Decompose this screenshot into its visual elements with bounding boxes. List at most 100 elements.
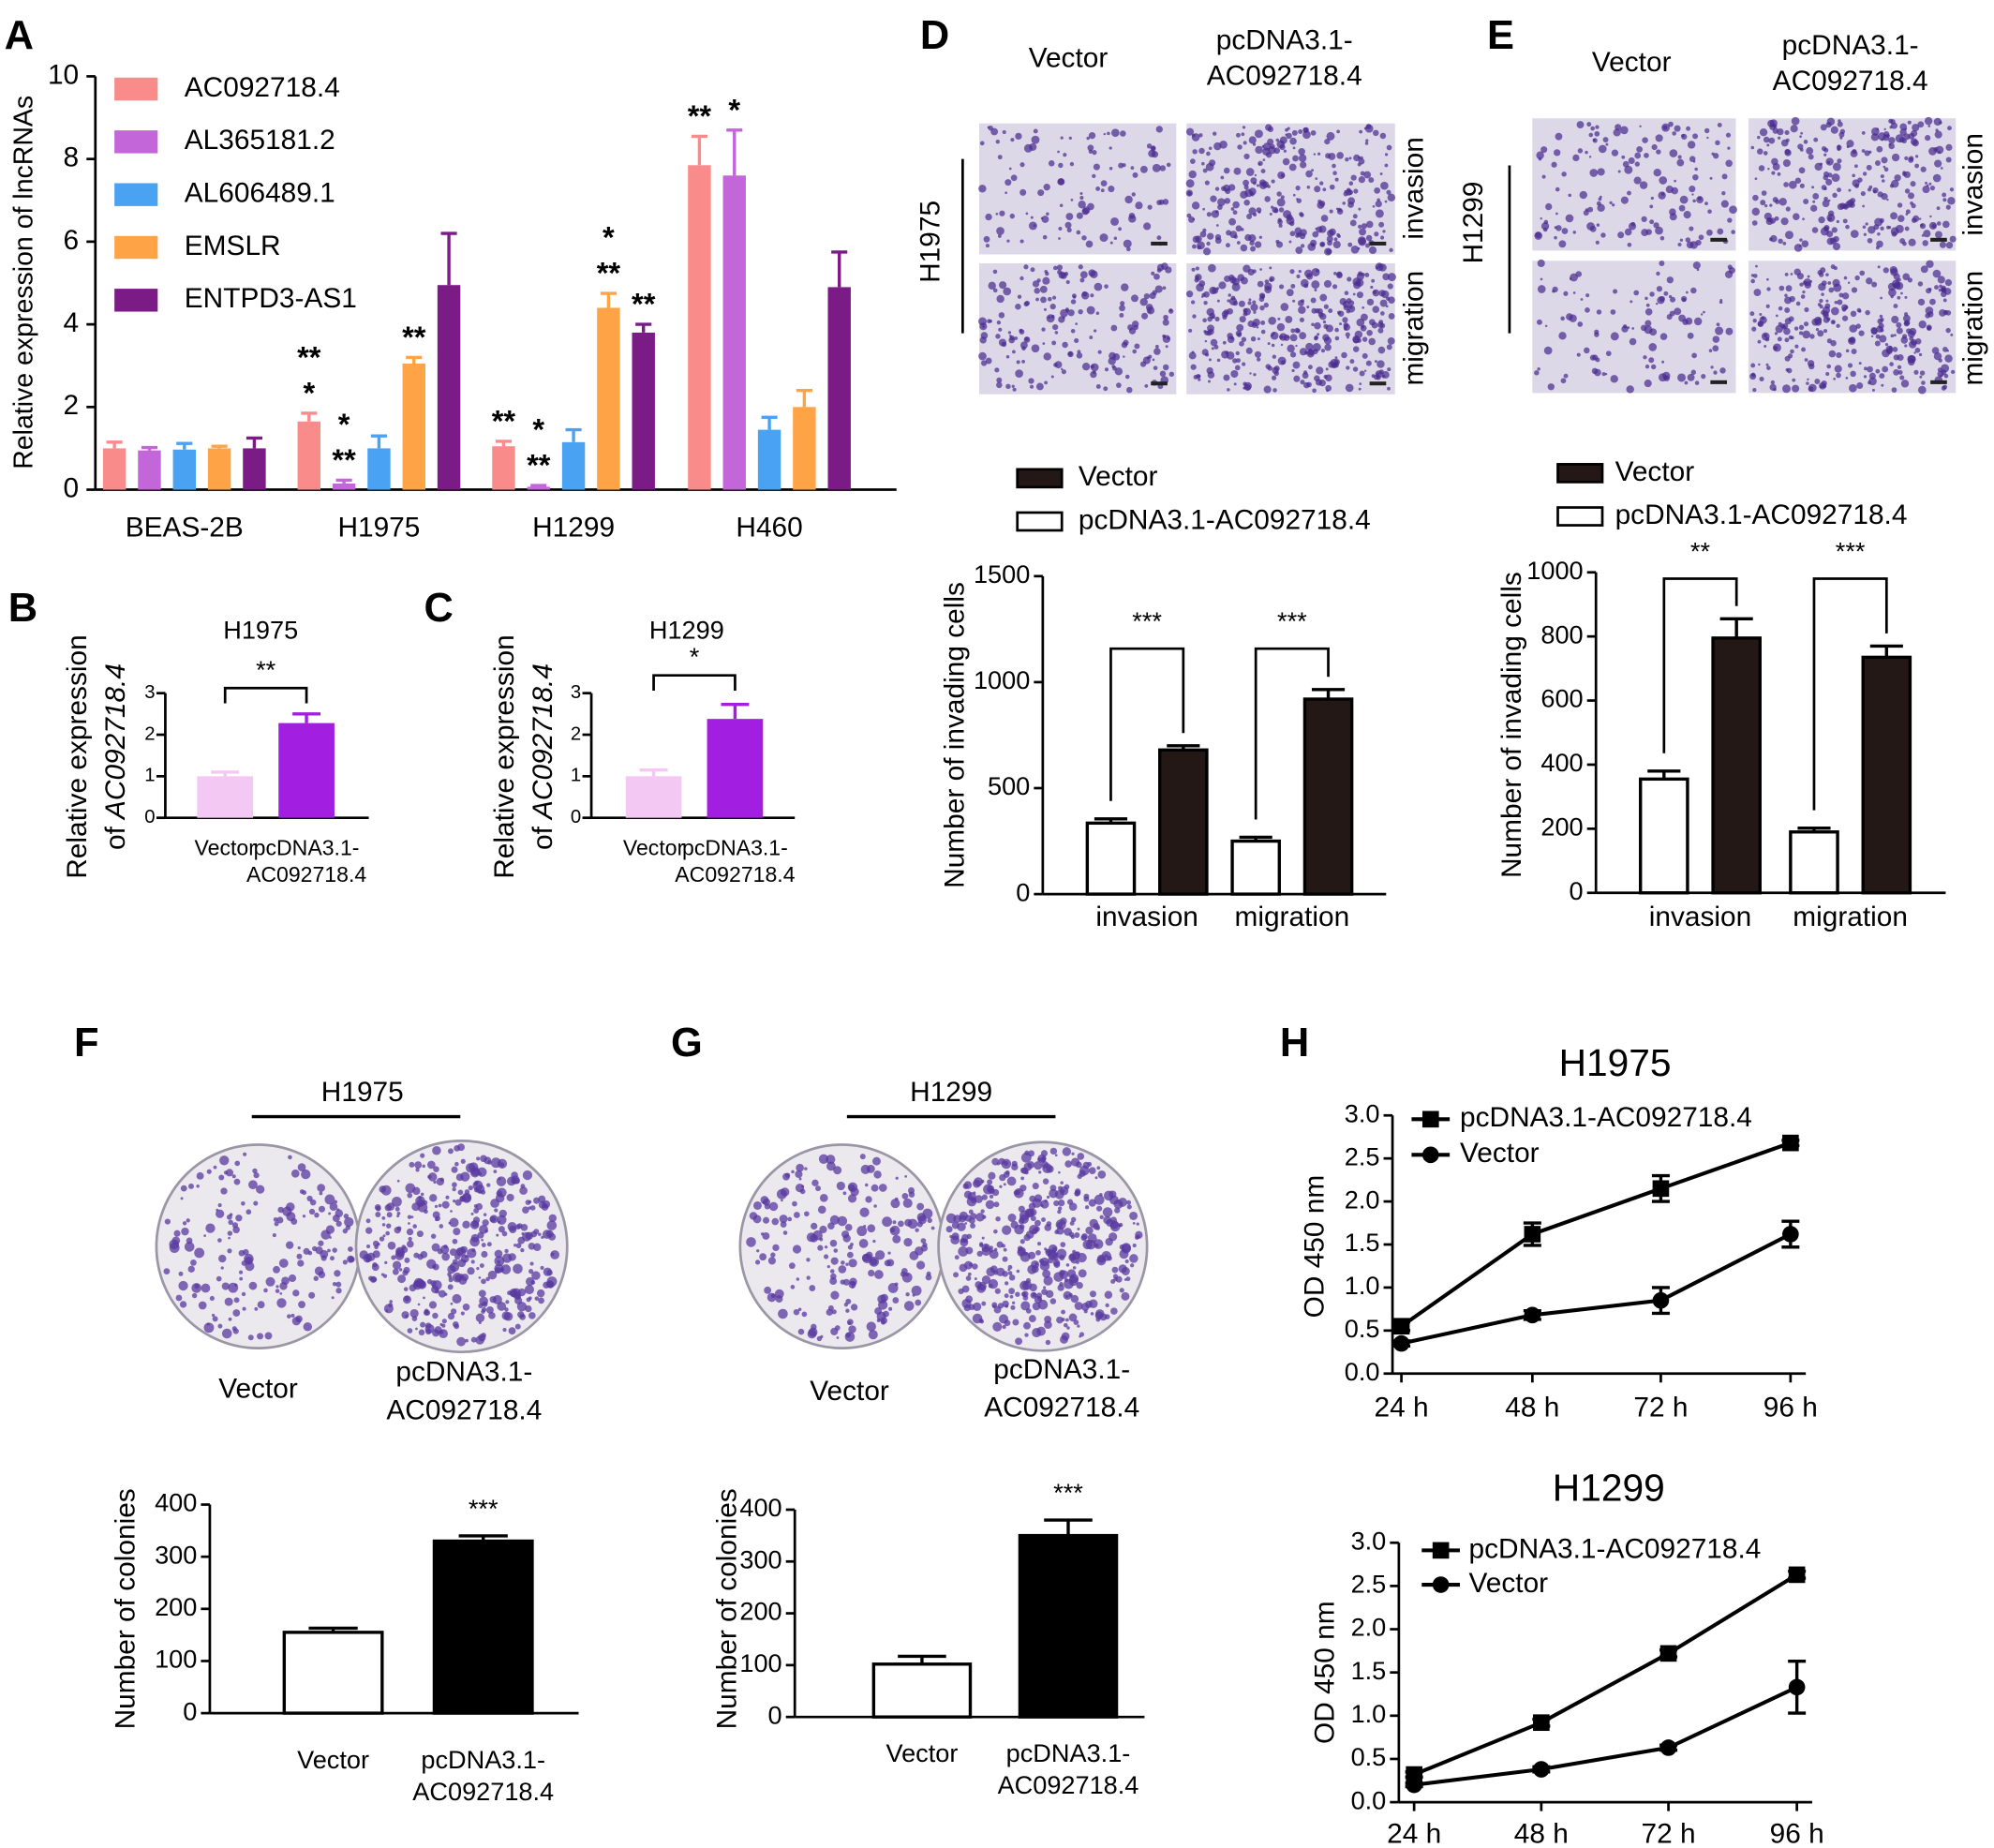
stained-cell: [1710, 365, 1714, 369]
stained-cell: [1758, 363, 1761, 366]
stained-cell: [1799, 282, 1804, 287]
colony: [381, 1223, 386, 1227]
stained-cell: [1696, 268, 1700, 272]
stained-cell: [1276, 322, 1286, 332]
stained-cell: [1881, 156, 1888, 164]
stained-cell: [1563, 373, 1569, 379]
stained-cell: [1671, 186, 1679, 195]
colony: [233, 1297, 240, 1304]
stained-cell: [1792, 384, 1800, 393]
colony: [408, 1222, 410, 1225]
colony: [282, 1206, 292, 1216]
stained-cell: [1316, 226, 1323, 233]
stained-cell: [1368, 177, 1375, 184]
stained-cell: [1019, 329, 1025, 335]
stained-cell: [1931, 223, 1937, 229]
stained-cell: [1545, 202, 1553, 211]
colony: [494, 1256, 505, 1267]
y-tick-label: 1: [571, 766, 581, 786]
column-label: pcDNA3.1-: [1782, 30, 1919, 61]
stained-cell: [1350, 245, 1360, 254]
stained-cell: [1257, 160, 1263, 167]
stained-cell: [1261, 144, 1265, 148]
stained-cell: [1927, 125, 1931, 127]
stained-cell: [1376, 360, 1385, 368]
stained-cell: [1334, 335, 1340, 341]
colony: [780, 1221, 787, 1228]
colony: [441, 1323, 446, 1328]
stained-cell: [1152, 358, 1155, 362]
stained-cell: [1365, 124, 1372, 129]
colony: [1119, 1244, 1125, 1250]
scale-bar: [1369, 381, 1387, 386]
y-axis-label: Number of invading cells: [1496, 572, 1527, 878]
colony: [290, 1169, 300, 1178]
stained-cell: [1368, 319, 1376, 326]
stained-cell: [1832, 242, 1841, 251]
stained-cell: [1855, 323, 1861, 329]
y-axis-label: OD 450 nm: [1300, 1175, 1331, 1319]
colony: [433, 1166, 439, 1172]
stained-cell: [1924, 116, 1933, 126]
stained-cell: [1107, 131, 1110, 136]
stained-cell: [1328, 308, 1333, 314]
colony: [1047, 1249, 1057, 1259]
stained-cell: [1379, 322, 1386, 329]
stained-cell: [1629, 300, 1633, 304]
stained-cell: [1064, 221, 1072, 229]
stained-cell: [1292, 155, 1299, 162]
colony: [481, 1309, 485, 1314]
micrograph: [979, 262, 1177, 395]
colony: [460, 1254, 469, 1263]
error-bar: [1869, 644, 1903, 658]
stained-cell: [1295, 344, 1298, 348]
colony: [860, 1164, 871, 1174]
colony: [277, 1206, 284, 1214]
colony: [1041, 1161, 1049, 1169]
colony: [365, 1218, 371, 1224]
stained-cell: [1775, 324, 1783, 334]
colony: [1007, 1268, 1010, 1272]
colony: [460, 1246, 465, 1250]
stained-cell: [1041, 216, 1049, 223]
stained-cell: [1649, 204, 1654, 209]
stained-cell: [1294, 327, 1301, 334]
y-tick-label: 400: [1540, 748, 1583, 777]
y-tick-label: 0.0: [1351, 1785, 1387, 1814]
significance-label: *: [603, 221, 615, 255]
row-label: migration: [1398, 271, 1429, 386]
bar: [172, 449, 196, 490]
stained-cell: [1066, 227, 1072, 232]
stained-cell: [1790, 273, 1793, 276]
stained-cell: [1818, 216, 1825, 224]
colony: [1088, 1299, 1098, 1308]
stained-cell: [1943, 373, 1949, 379]
legend-swatch: [114, 77, 158, 101]
stained-cell: [1602, 137, 1609, 143]
colony: [424, 1323, 435, 1334]
colony: [504, 1248, 509, 1254]
stained-cell: [1197, 374, 1201, 379]
stained-cell: [1555, 132, 1563, 141]
colony: [404, 1257, 410, 1263]
colony: [993, 1201, 1000, 1208]
stained-cell: [1692, 261, 1701, 270]
colony: [997, 1303, 1004, 1309]
colony: [1132, 1221, 1136, 1225]
stained-cell: [1827, 281, 1832, 285]
colony: [497, 1158, 508, 1169]
colony: [477, 1231, 484, 1239]
y-tick-label: 3.0: [1351, 1526, 1387, 1555]
y-tick-label: 0.5: [1351, 1742, 1387, 1771]
stained-cell: [1114, 367, 1123, 376]
colony: [1094, 1194, 1105, 1205]
stained-cell: [1241, 228, 1244, 231]
stained-cell: [1804, 306, 1809, 313]
colony: [856, 1226, 868, 1237]
stained-cell: [1021, 359, 1025, 364]
stained-cell: [1871, 281, 1878, 288]
y-tick-label: 3.0: [1345, 1098, 1380, 1127]
stained-cell: [1162, 199, 1169, 205]
colony: [420, 1192, 424, 1197]
stained-cell: [1226, 243, 1230, 248]
